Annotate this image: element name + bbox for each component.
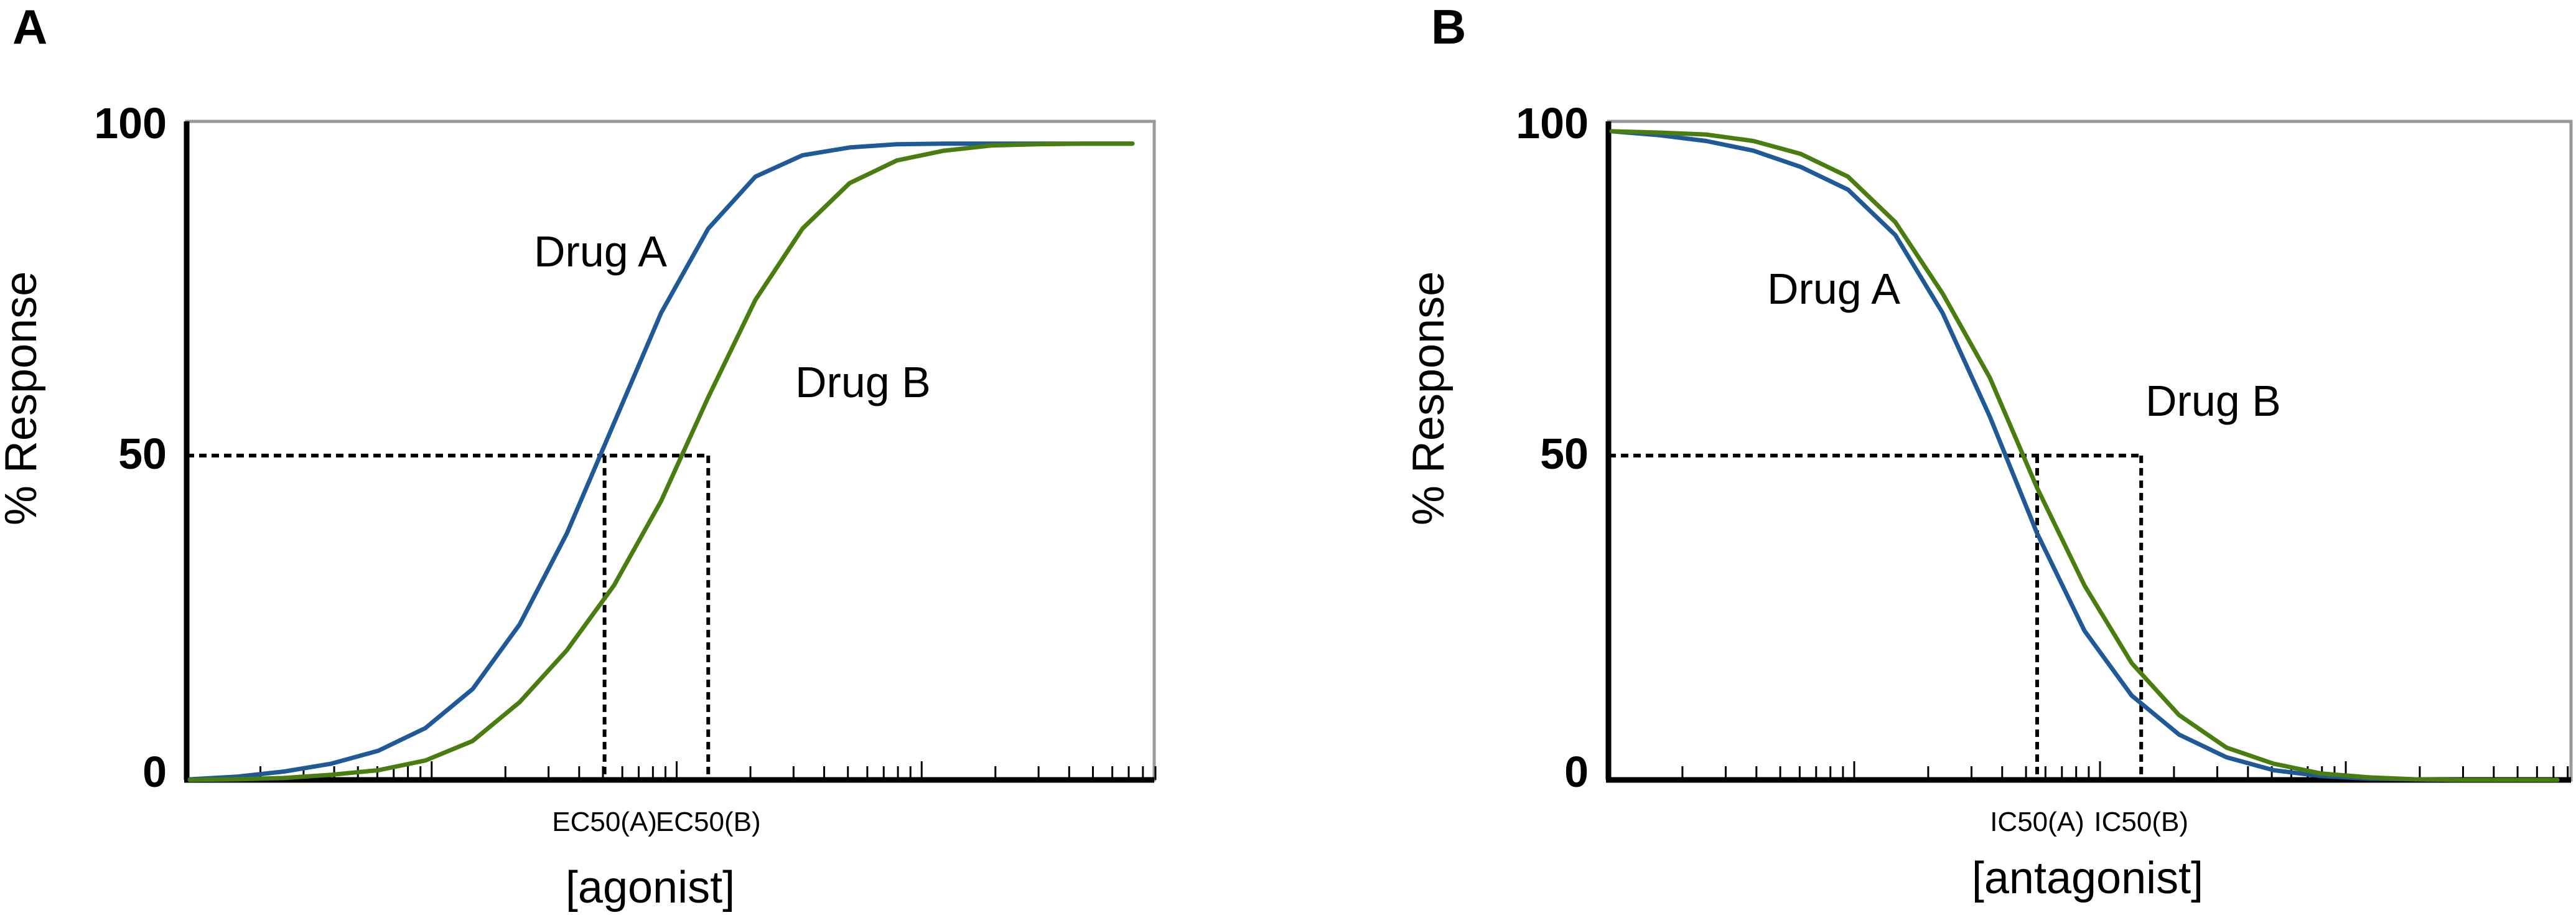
- panel-a-markers: EC50(A)EC50(B): [552, 807, 760, 837]
- panel-b-drug-b-label: Drug B: [2145, 377, 2281, 425]
- panel-b-letter: B: [1431, 0, 1466, 54]
- panel-a: A % Response 100 50 0 Drug A Drug B EC50…: [0, 0, 1157, 913]
- panel-a-curve-drug-b: [187, 141, 1135, 782]
- panel-a-ytick-0: 0: [142, 748, 167, 796]
- panel-b-ytick-100: 100: [1516, 99, 1589, 148]
- panel-b-curves: [1609, 129, 2560, 782]
- panel-a-curves: [187, 141, 1135, 782]
- panel-a-ytick-50: 50: [118, 429, 167, 478]
- panel-b-markers: IC50(A) IC50(B): [1990, 807, 2188, 837]
- panel-a-plot-frame: [185, 120, 1156, 782]
- panel-b-x-axis-label: [antagonist]: [1972, 853, 2203, 903]
- panel-a-letter: A: [12, 0, 47, 54]
- panel-a-marker-label-1: EC50(B): [656, 807, 761, 837]
- panel-b-y-axis-label: % Response: [1404, 271, 1454, 525]
- panel-a-y-axis-label: % Response: [0, 271, 46, 525]
- panel-a-marker-label-0: EC50(A): [552, 807, 657, 837]
- panel-b-drug-a-label: Drug A: [1767, 265, 1900, 313]
- panel-b: B % Response 100 50 0 Drug A Drug B IC50…: [1404, 0, 2573, 903]
- panel-b-curve-drug-b: [1609, 129, 2560, 782]
- panel-a-drug-b-label: Drug B: [795, 358, 931, 406]
- panel-b-plot-frame: [1607, 120, 2573, 782]
- panel-a-x-ticks: [185, 761, 1157, 780]
- panel-a-reference-lines: [187, 453, 711, 780]
- panel-b-ytick-0: 0: [1564, 748, 1589, 796]
- panel-a-curve-drug-a: [187, 141, 1135, 782]
- panel-a-drug-a-label: Drug A: [534, 227, 667, 276]
- panel-a-x-axis-label: [agonist]: [566, 863, 735, 913]
- panel-b-ytick-50: 50: [1540, 429, 1589, 478]
- panel-b-reference-lines: [1608, 453, 2144, 780]
- panel-a-ytick-100: 100: [94, 99, 167, 148]
- panel-b-marker-label-0: IC50(A): [1990, 807, 2084, 837]
- panel-b-marker-label-1: IC50(B): [2094, 807, 2188, 837]
